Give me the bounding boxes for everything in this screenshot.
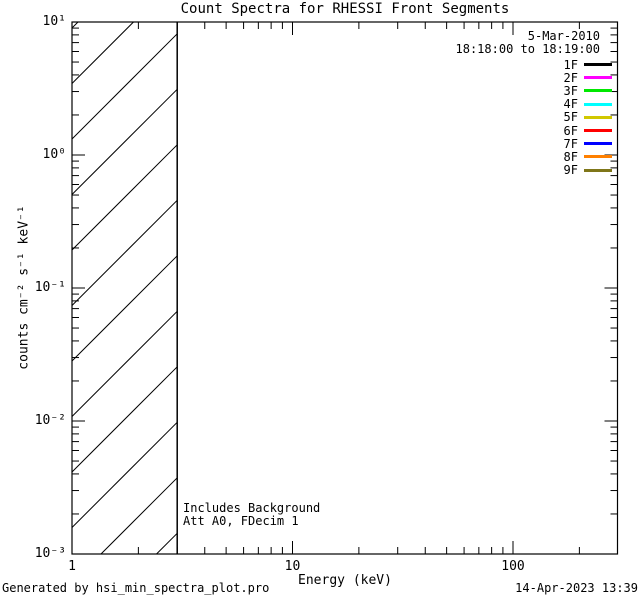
legend-label: 1F	[563, 57, 578, 72]
legend-item-8F: 8F	[563, 149, 612, 164]
hatch-line	[71, 21, 134, 84]
legend-item-7F: 7F	[563, 136, 612, 151]
legend-item-3F: 3F	[563, 83, 612, 98]
footer-timestamp: 14-Apr-2023 13:39	[515, 581, 638, 595]
legend-label: 4F	[563, 97, 578, 112]
legend-color-line	[584, 115, 612, 119]
legend-color-line	[584, 76, 612, 80]
y-tick-label: 10⁻³	[34, 546, 66, 561]
legend-color-line	[584, 168, 612, 172]
legend-item-9F: 9F	[563, 163, 612, 178]
legend-color-line	[584, 63, 612, 66]
legend-label: 5F	[563, 110, 578, 125]
observation-date: 5-Mar-2010	[527, 29, 600, 43]
legend-color-line	[584, 142, 612, 146]
hatch-line	[100, 477, 178, 555]
legend-label: 6F	[563, 123, 578, 138]
hatch-line	[156, 532, 178, 555]
y-tick-label: 10⁻¹	[34, 280, 66, 295]
note-includes-background: Includes Background	[183, 501, 321, 515]
x-axis-label: Energy (keV)	[298, 573, 392, 588]
hatch-line	[71, 421, 178, 528]
chart-title: Count Spectra for RHESSI Front Segments	[180, 1, 510, 17]
x-tick-label: 10	[284, 559, 301, 574]
hatch-line	[71, 366, 178, 473]
hatch-line	[71, 144, 178, 251]
note-attenuator-state: Att A0, FDecim 1	[183, 514, 299, 528]
plot-frame	[71, 21, 619, 555]
observation-time-range: 18:18:00 to 18:19:00	[455, 42, 601, 56]
x-tick-label: 1	[68, 559, 76, 574]
footer-generator: Generated by hsi_min_spectra_plot.pro	[2, 581, 270, 595]
legend-label: 9F	[563, 163, 578, 178]
legend-label: 7F	[563, 136, 578, 151]
y-tick-label: 10⁻²	[34, 413, 66, 428]
legend-color-line	[584, 89, 612, 93]
hatch-line	[71, 21, 79, 29]
y-axis-label: counts cm⁻² s⁻¹ keV⁻¹	[16, 205, 32, 370]
y-tick-label: 10⁰	[42, 147, 66, 162]
legend-label: 8F	[563, 149, 578, 164]
hatch-line	[71, 33, 178, 140]
hatch-line	[71, 310, 178, 417]
hatch-line	[71, 255, 178, 362]
legend-label: 2F	[563, 70, 578, 85]
y-tick-label: 10¹	[42, 14, 66, 29]
hatch-line	[71, 88, 178, 195]
legend-color-line	[584, 102, 612, 106]
legend-item-5F: 5F	[563, 110, 612, 125]
legend-color-line	[584, 155, 612, 159]
legend-item-2F: 2F	[563, 70, 612, 85]
x-tick-label: 100	[501, 559, 525, 574]
legend-item-4F: 4F	[563, 97, 612, 112]
legend-item-6F: 6F	[563, 123, 612, 138]
hatch-line	[71, 199, 178, 306]
legend-item-1F: 1F	[563, 57, 612, 72]
legend-color-line	[584, 129, 612, 132]
legend-label: 3F	[563, 83, 578, 98]
